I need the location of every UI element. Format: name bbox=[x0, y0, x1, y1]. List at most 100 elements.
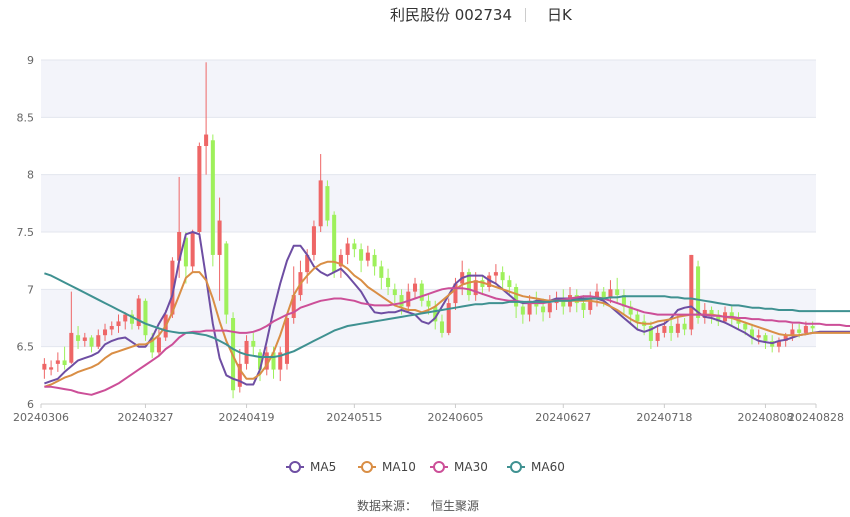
legend-marker-ma5 bbox=[289, 461, 301, 473]
candle-body bbox=[89, 337, 94, 347]
candle-body bbox=[500, 272, 505, 281]
legend-label-ma30: MA30 bbox=[454, 460, 488, 474]
candle-body bbox=[338, 254, 343, 267]
candle-body bbox=[480, 280, 485, 288]
candle-body bbox=[156, 337, 161, 353]
candle-body bbox=[251, 340, 256, 347]
candle-body bbox=[662, 326, 667, 333]
legend-label-ma5: MA5 bbox=[310, 460, 336, 474]
candle-body bbox=[682, 323, 687, 330]
candle-body bbox=[291, 295, 296, 318]
candle-body bbox=[55, 360, 60, 364]
candle-body bbox=[514, 287, 519, 307]
candle-body bbox=[433, 306, 438, 322]
candle-body bbox=[136, 298, 141, 327]
legend-marker-ma30 bbox=[433, 461, 445, 473]
candle-body bbox=[129, 314, 134, 324]
legend[interactable]: MA5 MA10 MA30 MA60 bbox=[286, 460, 565, 474]
candle-body bbox=[284, 318, 289, 364]
candle-body bbox=[729, 312, 734, 318]
candle-body bbox=[332, 214, 337, 273]
candle-body bbox=[406, 291, 411, 307]
candle-body bbox=[170, 260, 175, 315]
candle-body bbox=[379, 266, 384, 278]
candle-body bbox=[588, 298, 593, 310]
y-axis-ticks: 6 6.5 7 7.5 8 8.5 9 bbox=[17, 54, 35, 411]
candle-body bbox=[143, 300, 148, 336]
candle-body bbox=[581, 303, 586, 310]
candle-body bbox=[372, 254, 377, 267]
candle-body bbox=[413, 283, 418, 292]
ma-line-ma30 bbox=[44, 287, 850, 396]
background-band bbox=[41, 174, 816, 232]
candle-body bbox=[810, 326, 815, 329]
candle-body bbox=[541, 306, 546, 313]
candle-body bbox=[352, 243, 357, 250]
candle-body bbox=[803, 326, 808, 333]
source-value: 恒生聚源 bbox=[431, 499, 480, 513]
candle-body bbox=[271, 352, 276, 370]
candle-body bbox=[258, 352, 263, 370]
candle-body bbox=[487, 275, 492, 288]
y-tick-label: 7 bbox=[27, 283, 34, 296]
data-source: 数据来源： 恒生聚源 bbox=[0, 497, 850, 514]
candle-body bbox=[756, 335, 761, 338]
legend-label-ma60: MA60 bbox=[531, 460, 565, 474]
legend-marker-ma60 bbox=[510, 461, 522, 473]
candle-body bbox=[790, 329, 795, 336]
y-tick-label: 6 bbox=[27, 398, 34, 411]
candle-body bbox=[453, 283, 458, 304]
candle-body bbox=[601, 291, 606, 299]
candle-body bbox=[210, 140, 215, 255]
candle-body bbox=[696, 266, 701, 318]
candle-body bbox=[749, 329, 754, 338]
candle-body bbox=[76, 335, 81, 341]
candle-body bbox=[224, 243, 229, 315]
candle-body bbox=[278, 352, 283, 370]
candle-body bbox=[743, 323, 748, 330]
y-tick-label: 6.5 bbox=[17, 341, 35, 354]
candle-body bbox=[399, 295, 404, 307]
candle-body bbox=[669, 326, 674, 333]
ma-line-ma5 bbox=[44, 231, 850, 386]
candle-body bbox=[655, 332, 660, 341]
candle-body bbox=[318, 180, 323, 227]
x-tick-label: 20240718 bbox=[636, 411, 692, 424]
candle-body bbox=[615, 289, 620, 296]
candle-body bbox=[594, 291, 599, 299]
candle-body bbox=[783, 335, 788, 341]
candle-body bbox=[392, 289, 397, 296]
chart-title: 利民股份 002734 日K bbox=[0, 4, 850, 28]
candle-body bbox=[177, 232, 182, 261]
candle-body bbox=[359, 249, 364, 261]
y-tick-label: 8 bbox=[27, 169, 34, 182]
candle-body bbox=[244, 340, 249, 364]
candle-body bbox=[675, 323, 680, 333]
candle-body bbox=[96, 335, 101, 347]
candle-body bbox=[325, 186, 330, 221]
x-tick-label: 20240515 bbox=[326, 411, 382, 424]
x-tick-label: 20240808 bbox=[737, 411, 793, 424]
period-label: 日K bbox=[547, 6, 572, 24]
candle-body bbox=[520, 306, 525, 315]
title-divider bbox=[525, 8, 526, 22]
x-tick-label: 20240828 bbox=[788, 411, 844, 424]
candle-body bbox=[82, 337, 87, 341]
candle-body bbox=[776, 340, 781, 347]
candle-body bbox=[426, 300, 431, 307]
ma-line-ma60 bbox=[44, 272, 850, 358]
candle-body bbox=[419, 283, 424, 301]
candle-body bbox=[716, 314, 721, 322]
candle-body bbox=[621, 295, 626, 307]
candle-body bbox=[763, 335, 768, 341]
candle-body bbox=[103, 329, 108, 336]
candle-body bbox=[473, 280, 478, 296]
candle-body bbox=[507, 280, 512, 288]
candle-body bbox=[365, 252, 370, 261]
legend-marker-ma10 bbox=[361, 461, 373, 473]
candle-body bbox=[561, 298, 566, 307]
candle-body bbox=[217, 220, 222, 255]
candle-body bbox=[439, 321, 444, 333]
candle-body bbox=[547, 303, 552, 313]
